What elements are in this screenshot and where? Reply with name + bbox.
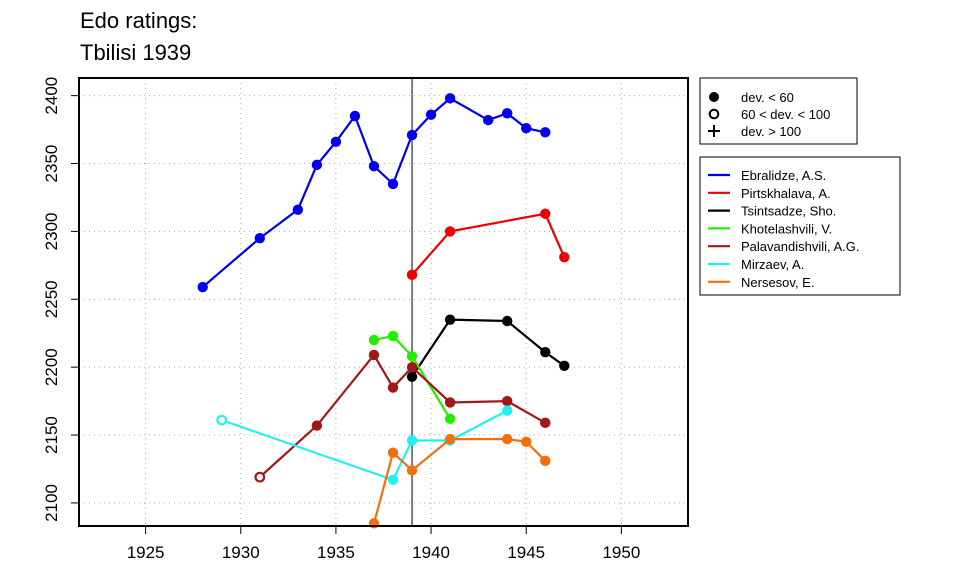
series-7: [368, 433, 551, 529]
deviation-legend-label: 60 < dev. < 100: [741, 107, 830, 122]
data-point: [444, 413, 456, 424]
data-point: [444, 314, 456, 325]
series-line: [259, 353, 546, 478]
data-point: [559, 360, 570, 372]
data-point: [292, 204, 304, 215]
data-point: [216, 414, 228, 426]
data-point: [387, 474, 399, 486]
series-line: [221, 409, 508, 482]
data-point: [406, 351, 418, 362]
series-legend-label: Mirzaev, A.: [741, 257, 804, 272]
data-point: [406, 465, 418, 476]
data-point: [540, 208, 551, 219]
data-point: [406, 361, 418, 373]
data-point: [444, 226, 456, 237]
y-tick-label: 2300: [42, 212, 61, 250]
data-point: [521, 436, 532, 448]
y-tick-label: 2150: [42, 416, 61, 454]
data-point: [368, 349, 380, 361]
data-point: [425, 109, 437, 120]
data-point: [197, 281, 208, 293]
y-tick-label: 2400: [42, 77, 61, 115]
series-2: [406, 208, 570, 281]
series-line: [411, 318, 565, 378]
data-point: [387, 382, 399, 393]
data-point: [406, 371, 418, 382]
data-point: [502, 405, 513, 416]
data-point: [540, 127, 551, 138]
plot-frame: [78, 77, 689, 527]
data-point: [444, 397, 456, 408]
data-point: [254, 232, 265, 244]
data-point: [254, 471, 266, 483]
y-tick-label: 2100: [42, 484, 61, 522]
legend-filled-marker: [709, 92, 719, 102]
data-point: [311, 159, 323, 171]
series-group: [197, 93, 570, 529]
data-point: [406, 435, 418, 446]
y-tick-label: 2350: [42, 145, 61, 183]
deviation-legend-label: dev. > 100: [741, 124, 801, 139]
chart-title-line-2: Tbilisi 1939: [80, 40, 192, 65]
data-point: [502, 315, 513, 327]
y-tick-label: 2200: [42, 348, 61, 386]
series-legend-label: Khotelashvili, V.: [741, 221, 832, 236]
deviation-legend: dev. < 60 60 < dev. < 100 dev. > 100: [699, 77, 858, 145]
axes: 1925 1930 1935 1940 1945 1950 2100 2150 2200 2250…: [42, 77, 640, 562]
series-legend: Ebralidze, A.S. Pirtskhalava, A. Tsintsadz…: [699, 156, 901, 296]
data-point: [559, 252, 570, 263]
series-5: [254, 349, 551, 483]
data-point: [502, 395, 513, 407]
data-point: [482, 114, 494, 126]
x-tick-label: 1925: [127, 543, 165, 562]
series-legend-box: [699, 156, 901, 296]
data-point: [444, 93, 456, 104]
x-tick-label: 1950: [602, 543, 640, 562]
data-point: [387, 447, 399, 458]
x-tick-label: 1940: [412, 543, 450, 562]
data-point: [406, 269, 418, 281]
data-point: [349, 110, 361, 122]
data-point: [502, 108, 513, 119]
deviation-legend-box: [699, 77, 858, 145]
data-point: [521, 123, 532, 134]
data-point: [540, 455, 551, 467]
series-legend-label: Pirtskhalava, A.: [741, 186, 831, 201]
x-tick-label: 1930: [222, 543, 260, 562]
data-point: [540, 417, 551, 429]
legend-open-marker: [708, 108, 720, 120]
series-legend-label: Tsintsadze, Sho.: [741, 204, 836, 219]
data-point: [502, 433, 513, 445]
legend-plus-marker: [708, 125, 720, 137]
series-3: [406, 314, 570, 382]
data-point: [444, 433, 456, 445]
series-line: [411, 212, 566, 276]
series-legend-label: Ebralidze, A.S.: [741, 168, 826, 183]
x-tick-label: 1935: [317, 543, 355, 562]
data-point: [387, 330, 399, 342]
grid: [79, 78, 688, 526]
series-legend-label: Nersesov, E.: [741, 275, 814, 290]
series-4: [368, 330, 456, 424]
data-point: [387, 178, 399, 190]
data-point: [540, 347, 551, 358]
x-tick-label: 1945: [507, 543, 545, 562]
series-legend-label: Palavandishvili, A.G.: [741, 239, 860, 254]
data-point: [368, 334, 380, 346]
y-tick-label: 2250: [42, 280, 61, 318]
data-point: [368, 161, 380, 172]
series-line: [373, 334, 452, 420]
series-line: [201, 97, 546, 288]
data-point: [406, 129, 418, 141]
series-1: [197, 93, 551, 293]
chart-title-line-1: Edo ratings:: [80, 8, 198, 33]
data-point: [330, 136, 342, 148]
deviation-legend-label: dev. < 60: [741, 90, 794, 105]
series-line: [372, 438, 547, 524]
data-point: [311, 420, 323, 431]
